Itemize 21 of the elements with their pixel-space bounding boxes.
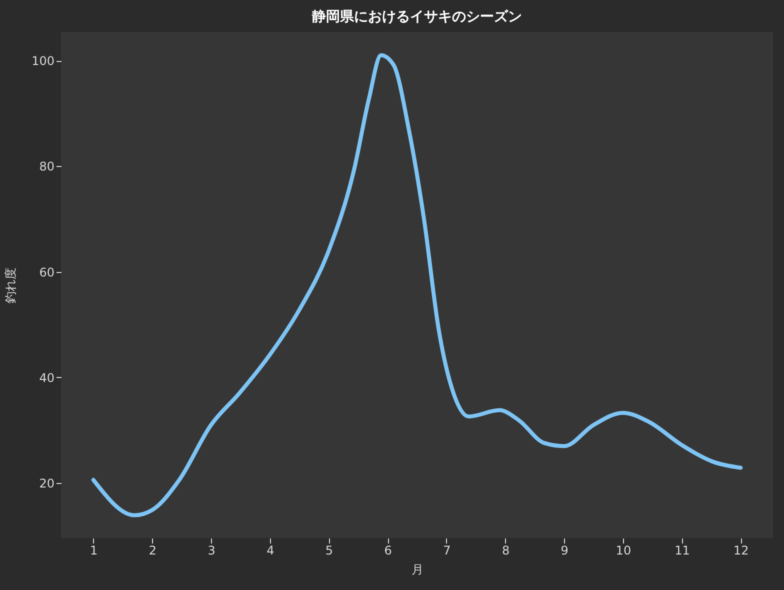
x-tick-label: 6 [384, 544, 392, 558]
y-tick-label: 80 [39, 160, 54, 174]
y-axis-title: 釣れ度 [4, 268, 18, 304]
x-tick-label: 4 [266, 544, 274, 558]
x-tick-label: 7 [443, 544, 451, 558]
x-tick-label: 10 [616, 544, 632, 558]
x-tick-label: 11 [674, 544, 690, 558]
x-tick-label: 5 [325, 544, 334, 558]
x-tick-label: 8 [502, 544, 510, 558]
x-axis-title: 月 [412, 562, 424, 576]
x-tick-label: 3 [208, 544, 216, 558]
y-tick-label: 100 [32, 54, 54, 68]
x-tick-label: 2 [148, 544, 157, 558]
x-tick-label: 1 [90, 544, 98, 558]
y-tick-label: 60 [39, 265, 54, 280]
x-tick-label: 12 [733, 544, 749, 558]
x-tick-label: 9 [560, 544, 568, 558]
line-series [91, 53, 743, 518]
chart-title: 静岡県におけるイサキのシーズン [311, 9, 522, 25]
y-tick-label: 40 [39, 370, 54, 385]
y-tick-label: 20 [39, 476, 54, 491]
